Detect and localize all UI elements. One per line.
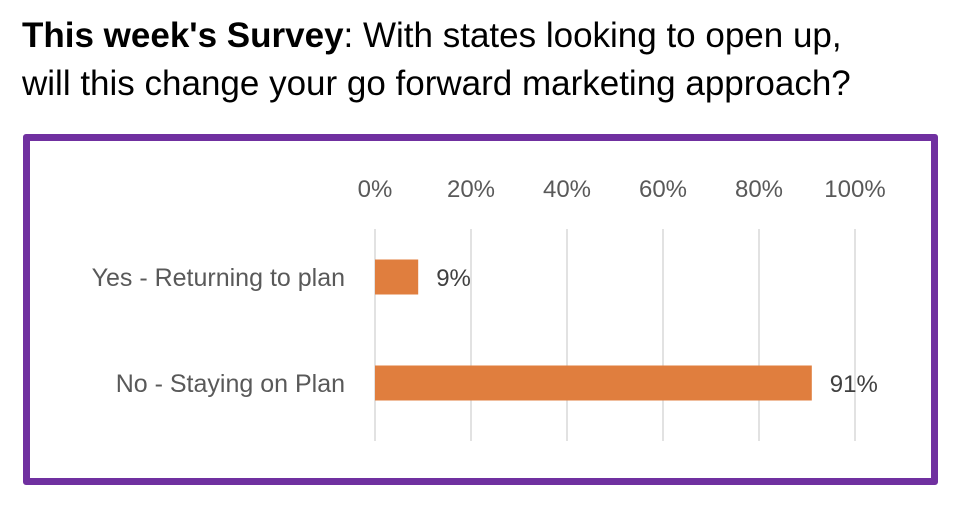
title-line-1: This week's Survey: With states looking … [22, 12, 942, 60]
x-tick-label: 60% [639, 176, 687, 203]
bar [375, 365, 812, 401]
survey-title: This week's Survey: With states looking … [22, 12, 942, 108]
data-label: 91% [830, 371, 878, 398]
x-tick-label: 20% [447, 176, 495, 203]
chart-frame: 0% 20% 40% 60% 80% 100% Yes - Returning to pla… [23, 134, 938, 485]
data-label: 9% [436, 265, 471, 292]
bar [375, 259, 419, 295]
x-tick-label: 80% [735, 176, 783, 203]
bar-chart: 0% 20% 40% 60% 80% 100% Yes - Returning to pla… [92, 176, 886, 441]
title-line-2: will this change your go forward marketi… [22, 64, 851, 103]
title-question: : With states looking to open up, [343, 16, 842, 55]
x-tick-label: 100% [824, 176, 885, 203]
title-bold: This week's Survey [22, 16, 344, 55]
x-tick-label: 0% [358, 176, 393, 203]
x-tick-label: 40% [543, 176, 591, 203]
category-label: Yes - Returning to plan [92, 264, 345, 292]
category-label: No - Staying on Plan [116, 370, 345, 398]
